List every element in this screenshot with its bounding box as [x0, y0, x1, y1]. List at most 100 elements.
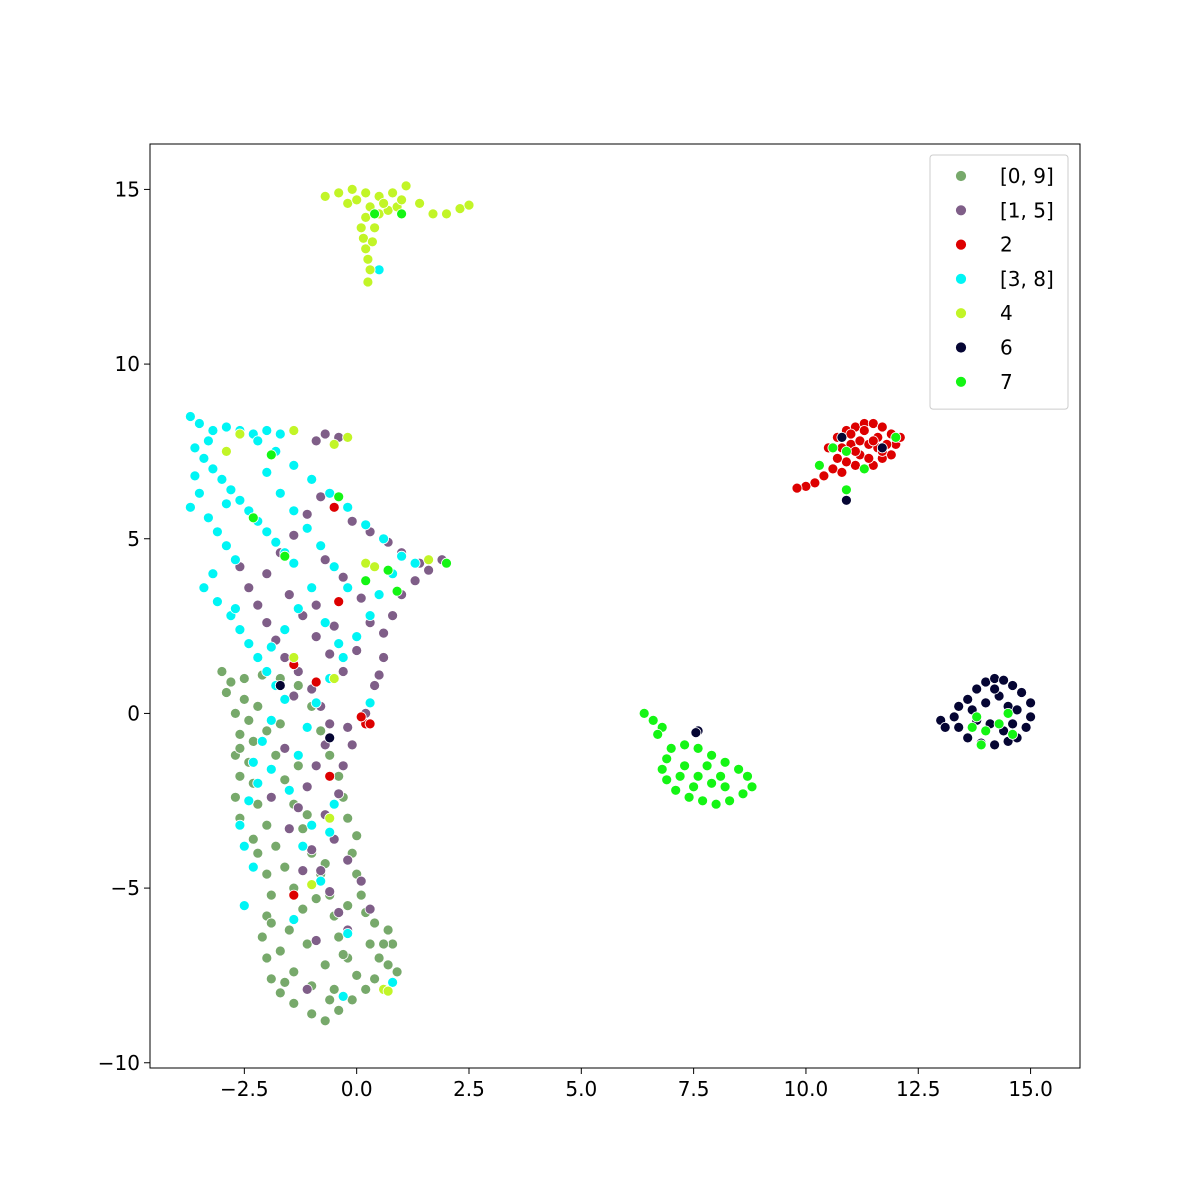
data-point: [306, 1008, 318, 1020]
data-point: [324, 487, 336, 499]
y-tick-label: 0: [127, 701, 140, 725]
data-point: [342, 722, 354, 733]
data-point: [324, 648, 336, 660]
data-point: [841, 494, 852, 506]
data-point: [333, 638, 345, 649]
data-point: [387, 187, 399, 199]
data-point: [362, 276, 374, 288]
data-point: [256, 736, 268, 747]
data-point: [252, 652, 264, 663]
data-point: [357, 232, 369, 244]
data-point: [836, 466, 848, 478]
data-point: [679, 739, 690, 751]
data-point: [369, 222, 381, 234]
data-point: [207, 463, 219, 475]
data-point: [184, 411, 196, 422]
data-point: [373, 589, 385, 600]
data-point: [423, 564, 435, 576]
data-point: [362, 253, 374, 265]
data-point: [292, 603, 304, 614]
data-point: [202, 512, 214, 524]
data-point: [962, 732, 974, 744]
data-point: [252, 701, 264, 712]
data-point: [647, 715, 659, 726]
data-point: [342, 928, 354, 939]
data-point: [229, 554, 241, 566]
data-point: [656, 763, 668, 775]
x-axis: −2.5 0.0 2.5 5.0 7.5 10.0 12.5 15.0: [220, 1068, 1053, 1101]
data-point: [391, 585, 403, 597]
data-point: [315, 491, 327, 503]
data-point: [876, 442, 888, 454]
data-point: [315, 540, 327, 552]
data-point: [841, 456, 852, 468]
data-point: [333, 596, 345, 607]
data-point: [301, 781, 313, 793]
data-point: [652, 729, 664, 740]
data-point: [360, 243, 372, 255]
data-point: [342, 197, 354, 209]
data-point: [310, 697, 322, 709]
data-point: [252, 847, 264, 859]
data-point: [288, 529, 300, 541]
data-point: [301, 809, 313, 821]
data-point: [216, 666, 228, 677]
x-tick-label: 12.5: [896, 1077, 941, 1101]
legend-marker: [955, 272, 967, 285]
data-point: [315, 865, 327, 876]
data-point: [238, 840, 250, 852]
x-tick-label: 0.0: [341, 1077, 373, 1101]
data-point: [324, 812, 336, 824]
data-point: [306, 473, 318, 485]
data-point: [297, 840, 309, 852]
data-point: [283, 823, 295, 835]
data-point: [247, 512, 259, 524]
data-point: [279, 652, 291, 663]
data-point: [301, 722, 313, 733]
data-point: [706, 749, 717, 761]
data-point: [288, 459, 300, 471]
x-tick-label: 15.0: [1008, 1077, 1053, 1101]
data-point: [220, 421, 232, 433]
data-point: [841, 445, 852, 457]
data-point: [324, 826, 336, 838]
data-point: [225, 676, 237, 688]
data-point: [1020, 722, 1032, 733]
data-point: [378, 652, 390, 663]
data-point: [270, 749, 282, 761]
legend-marker: [955, 375, 967, 388]
data-point: [328, 620, 340, 632]
data-point: [701, 760, 713, 772]
data-point: [966, 722, 978, 733]
data-point: [243, 638, 255, 649]
data-point: [279, 550, 291, 562]
data-point: [683, 791, 695, 803]
data-point: [661, 753, 673, 765]
data-point: [355, 592, 367, 604]
data-point: [364, 697, 376, 709]
data-point: [369, 561, 381, 573]
data-point: [265, 917, 277, 929]
data-point: [382, 924, 394, 936]
data-point: [791, 482, 803, 494]
data-point: [207, 568, 219, 580]
data-point: [382, 985, 394, 997]
data-point: [414, 197, 426, 209]
data-point: [387, 977, 399, 988]
data-point: [247, 756, 259, 768]
data-point: [274, 428, 286, 440]
data-point: [1016, 687, 1027, 698]
data-point: [310, 760, 322, 772]
data-point: [692, 770, 704, 782]
data-point: [876, 421, 888, 433]
legend-marker: [955, 307, 967, 320]
data-point: [724, 795, 735, 807]
data-point: [324, 732, 336, 744]
data-point: [193, 418, 205, 429]
data-point: [306, 819, 318, 831]
data-point: [274, 487, 286, 499]
data-point: [342, 900, 354, 911]
data-point: [261, 568, 273, 580]
data-point: [238, 694, 250, 705]
data-point: [841, 484, 852, 496]
